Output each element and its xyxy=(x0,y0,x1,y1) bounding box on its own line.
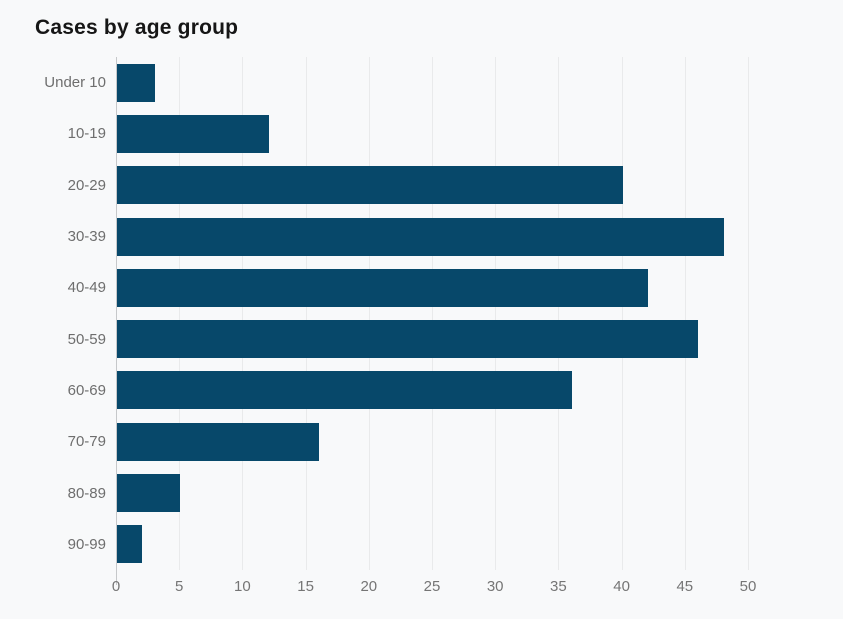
bar-row-90-99 xyxy=(117,519,749,570)
bar-row-10-19 xyxy=(117,108,749,159)
bar-row-80-89 xyxy=(117,467,749,518)
gridline-30 xyxy=(495,57,497,570)
category-label-20-29: 20-29 xyxy=(67,176,106,194)
category-label-40-49: 40-49 xyxy=(67,279,106,297)
x-tick-label-0: 0 xyxy=(111,578,121,595)
gridline-5 xyxy=(179,57,181,570)
bar-30-39 xyxy=(117,217,724,256)
plot-area xyxy=(116,57,749,586)
category-label-under-10: Under 10 xyxy=(44,74,106,92)
bar-row-30-39 xyxy=(117,211,749,262)
gridline-20 xyxy=(368,57,370,570)
bar-row-40-49 xyxy=(117,262,749,313)
x-tick-label-45: 45 xyxy=(676,578,694,595)
bar-row-20-29 xyxy=(117,160,749,211)
bar-80-89 xyxy=(117,474,181,513)
x-tick-label-15: 15 xyxy=(297,578,314,595)
x-tick-label-5: 5 xyxy=(175,578,184,595)
bar-row-60-69 xyxy=(117,365,749,416)
bar-50-59 xyxy=(117,320,699,359)
x-tick-label-10: 10 xyxy=(234,578,251,595)
bar-20-29 xyxy=(117,166,623,205)
gridline-50 xyxy=(748,57,749,570)
bar-60-69 xyxy=(117,371,573,410)
x-tick-label-40: 40 xyxy=(613,578,630,595)
gridline-40 xyxy=(621,57,623,570)
gridline-15 xyxy=(305,57,307,570)
bar-10-19 xyxy=(117,114,269,153)
bar-row-under-10 xyxy=(117,57,749,108)
bar-70-79 xyxy=(117,422,320,461)
bar-row-70-79 xyxy=(117,416,749,467)
category-label-70-79: 70-79 xyxy=(67,433,106,451)
category-label-60-69: 60-69 xyxy=(67,381,106,399)
axis-zero-line xyxy=(116,57,117,586)
bar-under-10 xyxy=(117,63,155,102)
category-label-10-19: 10-19 xyxy=(67,125,106,143)
x-tick-label-35: 35 xyxy=(550,578,567,595)
gridline-10 xyxy=(242,57,244,570)
y-axis-labels: Under 10 10-19 20-29 30-39 40-49 50-59 60-69 70… xyxy=(0,57,106,570)
category-label-80-89: 80-89 xyxy=(67,484,106,502)
category-label-90-99: 90-99 xyxy=(67,535,106,553)
chart-title: Cases by age group xyxy=(35,16,239,39)
category-label-30-39: 30-39 xyxy=(67,228,106,246)
gridline-35 xyxy=(558,57,560,570)
category-label-50-59: 50-59 xyxy=(67,330,106,348)
bar-40-49 xyxy=(117,268,648,307)
x-tick-label-50: 50 xyxy=(739,578,757,595)
x-tick-label-20: 20 xyxy=(360,578,378,595)
bar-series xyxy=(117,57,749,570)
gridline-25 xyxy=(432,57,433,570)
bar-row-50-59 xyxy=(117,313,749,364)
x-axis-labels: 0 5 10 15 20 25 30 35 40 45 50 xyxy=(112,578,757,600)
bar-90-99 xyxy=(117,525,143,564)
x-tick-label-25: 25 xyxy=(423,578,441,595)
x-tick-label-30: 30 xyxy=(486,578,504,595)
gridline-45 xyxy=(684,57,686,570)
